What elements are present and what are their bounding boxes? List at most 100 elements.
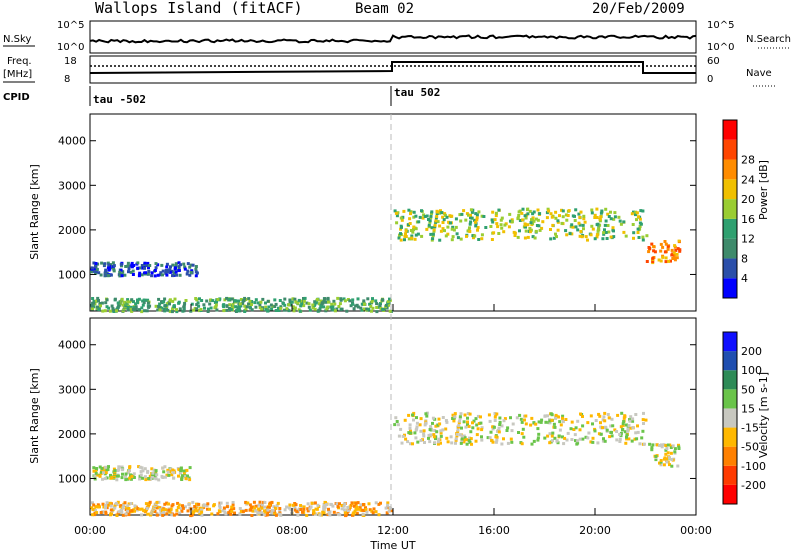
power-cell <box>121 303 125 307</box>
x-tick-label: 20:00 <box>579 524 611 537</box>
velocity-cell <box>299 508 303 511</box>
velocity-cell <box>166 470 170 474</box>
velocity-cell <box>466 420 469 424</box>
velocity-cell <box>181 506 185 510</box>
freq-label: Freq. <box>7 56 32 67</box>
power-cell <box>604 231 608 234</box>
velocity-cell <box>553 436 557 440</box>
power-cell <box>278 299 282 302</box>
power-cell <box>469 213 472 217</box>
velocity-cell <box>166 468 170 472</box>
power-cell <box>670 253 674 257</box>
velocity-cell <box>428 428 432 431</box>
velocity-cell <box>195 502 198 506</box>
velocity-cell <box>497 426 501 430</box>
x-axis-label: Time UT <box>369 539 415 552</box>
velocity-cell <box>574 426 578 430</box>
power-cell <box>399 216 403 220</box>
velocity-cell <box>145 506 149 510</box>
velocity-cell <box>422 432 426 436</box>
power-cell <box>545 211 549 215</box>
power-cell <box>93 267 97 270</box>
velocity-cell <box>327 507 330 511</box>
power-cell <box>526 212 530 216</box>
velocity-cell <box>271 511 275 515</box>
power-cell <box>445 215 449 219</box>
power-cell <box>131 269 135 273</box>
power-cell <box>165 265 169 269</box>
power-cell <box>645 234 649 238</box>
velocity-cell <box>109 504 113 508</box>
power-cell <box>188 273 192 277</box>
power-cell <box>202 303 206 307</box>
velocity-cell <box>494 435 498 439</box>
date-label: 20/Feb/2009 <box>592 1 685 17</box>
power-cell <box>451 225 455 229</box>
velocity-cell <box>177 474 180 478</box>
power-cell <box>379 307 383 310</box>
power-cell <box>410 234 414 238</box>
power-cell <box>526 207 530 211</box>
power-cell <box>609 210 612 214</box>
velocity-cell <box>260 511 264 515</box>
power-cell <box>510 220 514 224</box>
power-cell <box>214 305 218 308</box>
velocity-cell <box>677 445 681 449</box>
power-cell <box>470 216 474 220</box>
power-cell <box>249 306 252 310</box>
power-cell <box>664 256 668 260</box>
power-cell <box>199 308 203 311</box>
velocity-cell <box>95 467 99 470</box>
power-cell <box>602 231 606 235</box>
power-cell <box>247 302 251 306</box>
power-cell <box>141 266 145 270</box>
power-cell <box>112 308 116 312</box>
power-cell <box>375 306 379 309</box>
velocity-cell <box>110 476 114 480</box>
power-cell <box>132 300 135 304</box>
power-cell <box>216 298 220 301</box>
velocity-cell <box>457 424 461 427</box>
power-cell <box>322 305 326 309</box>
velocity-cell <box>475 433 479 437</box>
velocity-cell <box>627 424 631 428</box>
velocity-cell <box>270 500 274 504</box>
velocity-cell <box>359 503 363 507</box>
velocity-cell <box>631 417 635 421</box>
power-cell <box>330 308 334 312</box>
velocity-cell <box>361 508 365 512</box>
power-cell <box>465 212 469 216</box>
velocity-cell <box>669 446 673 449</box>
velocity-cell <box>102 505 106 509</box>
power-cell <box>198 297 201 301</box>
power-cell <box>549 212 553 216</box>
power-cell <box>138 266 142 270</box>
velocity-cell <box>322 503 326 506</box>
power-cell <box>578 234 582 238</box>
velocity-cell <box>642 411 645 415</box>
power-cell <box>129 307 133 311</box>
power-cell <box>400 225 403 229</box>
power-cell <box>451 235 455 239</box>
power-cell <box>299 304 303 308</box>
colorbar-tick-label: 12 <box>741 233 755 246</box>
velocity-cell <box>548 421 552 425</box>
power-cell <box>136 298 139 302</box>
velocity-cell <box>180 476 184 480</box>
power-cell <box>650 242 654 246</box>
velocity-cell <box>92 503 96 507</box>
velocity-cell <box>248 503 252 507</box>
velocity-cell <box>122 503 126 507</box>
power-cell <box>674 248 678 252</box>
power-cell <box>577 212 581 216</box>
power-cell <box>384 303 388 307</box>
power-cell <box>599 215 603 219</box>
velocity-cell <box>115 478 119 482</box>
velocity-cell <box>336 505 340 509</box>
power-cell <box>247 297 251 301</box>
velocity-cell <box>208 507 211 511</box>
velocity-cell <box>301 510 304 514</box>
power-cell <box>508 212 512 216</box>
power-cell <box>534 229 538 233</box>
power-cell <box>484 226 488 229</box>
